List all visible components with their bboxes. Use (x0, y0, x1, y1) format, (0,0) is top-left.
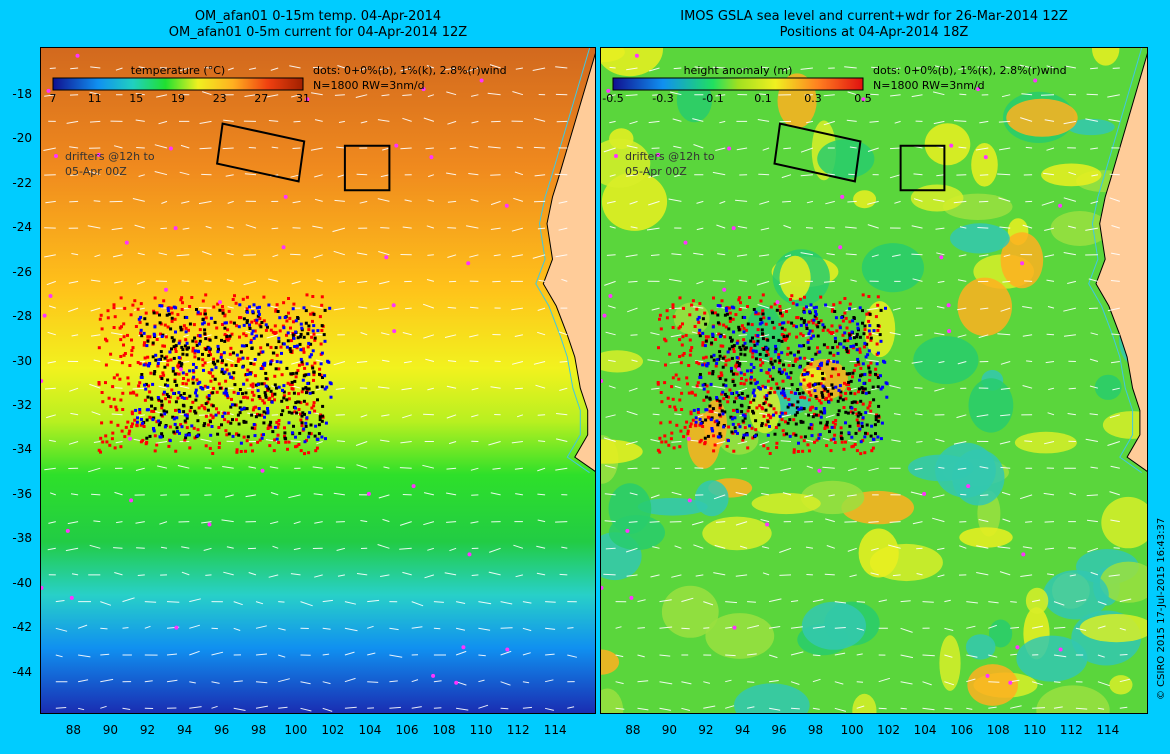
longitude-tick-label: 108 (432, 723, 456, 737)
longitude-tick-label: 100 (284, 723, 308, 737)
longitude-tick-label: 114 (543, 723, 567, 737)
height-anomaly-map: height anomaly (m) -0.5 -0.3 -0.1 0.1 0.3 0.5 d… (601, 48, 1147, 713)
copyright-notice: © CSIRO 2015 17-Jul-2015 16:43:37 (1156, 517, 1167, 700)
tilted-box (215, 122, 306, 183)
latitude-tick-label: -32 (12, 398, 32, 412)
longitude-tick-label: 112 (506, 723, 530, 737)
colorbar-tick: 0.3 (804, 92, 822, 105)
dots-legend-line1: dots: 0+0%(b), 1%(k), 2.8%(r)wind (313, 64, 507, 77)
latitude-tick-label: -38 (12, 531, 32, 546)
drifters-legend-line1: drifters @12h to (625, 150, 715, 163)
latitude-tick-label: -28 (12, 309, 32, 323)
colorbar (612, 77, 864, 91)
drifters-legend-line1: drifters @12h to (65, 150, 155, 163)
longitude-tick-label: 106 (395, 723, 419, 737)
left-map-title: OM_afan01 0-15m temp. 04-Apr-2014 OM_afa… (40, 9, 596, 41)
latitude-tick-label: -42 (12, 620, 32, 635)
longitude-tick-label: 90 (102, 723, 119, 737)
longitude-tick-label: 94 (734, 723, 751, 737)
square-box (899, 144, 946, 192)
temperature-map-panel: temperature (°C) 7 11 15 19 23 27 31 dots: 0+0%(… (40, 47, 596, 714)
longitude-tick-label: 108 (986, 723, 1010, 737)
colorbar-label: height anomaly (m) (684, 64, 793, 77)
drifters-legend-line2: 05-Apr 00Z (625, 165, 687, 178)
longitude-tick-label: 98 (807, 723, 824, 737)
latitude-tick-label: -40 (12, 575, 32, 590)
latitude-tick-label: -20 (12, 131, 32, 146)
longitude-tick-label: 112 (1059, 723, 1083, 737)
longitude-tick-label: 94 (176, 723, 193, 737)
longitude-tick-label: 96 (213, 723, 230, 737)
latitude-tick-label: -22 (12, 175, 32, 190)
colorbar (52, 77, 304, 91)
colorbar-tick: -0.5 (602, 92, 623, 105)
longitude-tick-label: 114 (1096, 723, 1120, 737)
colorbar-tick: 31 (296, 92, 310, 105)
longitude-tick-label: 96 (771, 723, 787, 737)
colorbar-tick: 0.5 (854, 92, 872, 105)
drifters-legend-line2: 05-Apr 00Z (65, 165, 127, 178)
right-title-line2: Positions at 04-Apr-2014 18Z (779, 25, 969, 40)
square-box (343, 144, 391, 192)
longitude-tick-label: 92 (139, 723, 156, 737)
left-title-line1: OM_afan01 0-15m temp. 04-Apr-2014 (194, 9, 442, 24)
tilted-box (773, 122, 862, 183)
longitude-tick-label: 102 (877, 723, 901, 737)
latitude-tick-label: -34 (12, 442, 32, 457)
colorbar-label: temperature (°C) (131, 64, 225, 77)
right-map-title: IMOS GSLA sea level and current+wdr for … (600, 9, 1148, 41)
colorbar-tick: -0.3 (652, 92, 673, 105)
latitude-tick-label: -30 (12, 353, 32, 368)
height-anomaly-map-panel: height anomaly (m) -0.5 -0.3 -0.1 0.1 0.3 0.5 d… (600, 47, 1148, 714)
colorbar-tick: 15 (129, 92, 143, 105)
temperature-map: temperature (°C) 7 11 15 19 23 27 31 dots: 0+0%(… (41, 48, 595, 713)
latitude-tick-label: -24 (12, 220, 32, 235)
longitude-tick-label: 88 (65, 723, 82, 737)
dots-legend-line2: N=1800 RW=3nm/d (313, 79, 425, 92)
longitude-tick-label: 110 (1023, 723, 1047, 737)
colorbar-tick: 0.1 (754, 92, 772, 105)
colorbar-tick: 7 (50, 92, 57, 105)
longitude-tick-label: 102 (321, 723, 345, 737)
longitude-tick-label: 104 (913, 723, 937, 737)
longitude-tick-label: 92 (698, 723, 714, 737)
colorbar-tick: -0.1 (702, 92, 723, 105)
right-title-line1: IMOS GSLA sea level and current+wdr for … (680, 9, 1068, 24)
colorbar-tick: 19 (171, 92, 185, 105)
latitude-tick-label: -18 (12, 86, 32, 101)
colorbar-tick: 23 (213, 92, 227, 105)
colorbar-tick: 11 (88, 92, 102, 105)
longitude-tick-label: 106 (950, 723, 974, 737)
dots-legend-line2: N=1800 RW=3nm/d (873, 79, 985, 92)
longitude-tick-label: 88 (625, 723, 641, 737)
latitude-tick-label: -26 (12, 264, 32, 279)
longitude-tick-label: 104 (358, 723, 382, 737)
dots-legend-line1: dots: 0+0%(b), 1%(k), 2.8%(r)wind (873, 64, 1067, 77)
longitude-tick-label: 110 (469, 723, 493, 737)
latitude-tick-label: -44 (12, 664, 32, 679)
longitude-tick-label: 100 (840, 723, 864, 737)
left-title-line2: OM_afan01 0-5m current for 04-Apr-2014 1… (168, 25, 468, 40)
longitude-tick-label: 98 (251, 723, 267, 737)
colorbar-tick: 27 (254, 92, 268, 105)
longitude-tick-label: 90 (661, 723, 678, 737)
latitude-tick-label: -36 (12, 486, 32, 501)
